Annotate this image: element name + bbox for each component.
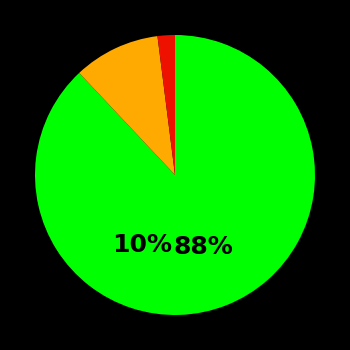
Wedge shape bbox=[79, 36, 175, 175]
Text: 10%: 10% bbox=[112, 233, 172, 257]
Text: 88%: 88% bbox=[174, 234, 233, 259]
Wedge shape bbox=[158, 35, 175, 175]
Wedge shape bbox=[35, 35, 315, 315]
